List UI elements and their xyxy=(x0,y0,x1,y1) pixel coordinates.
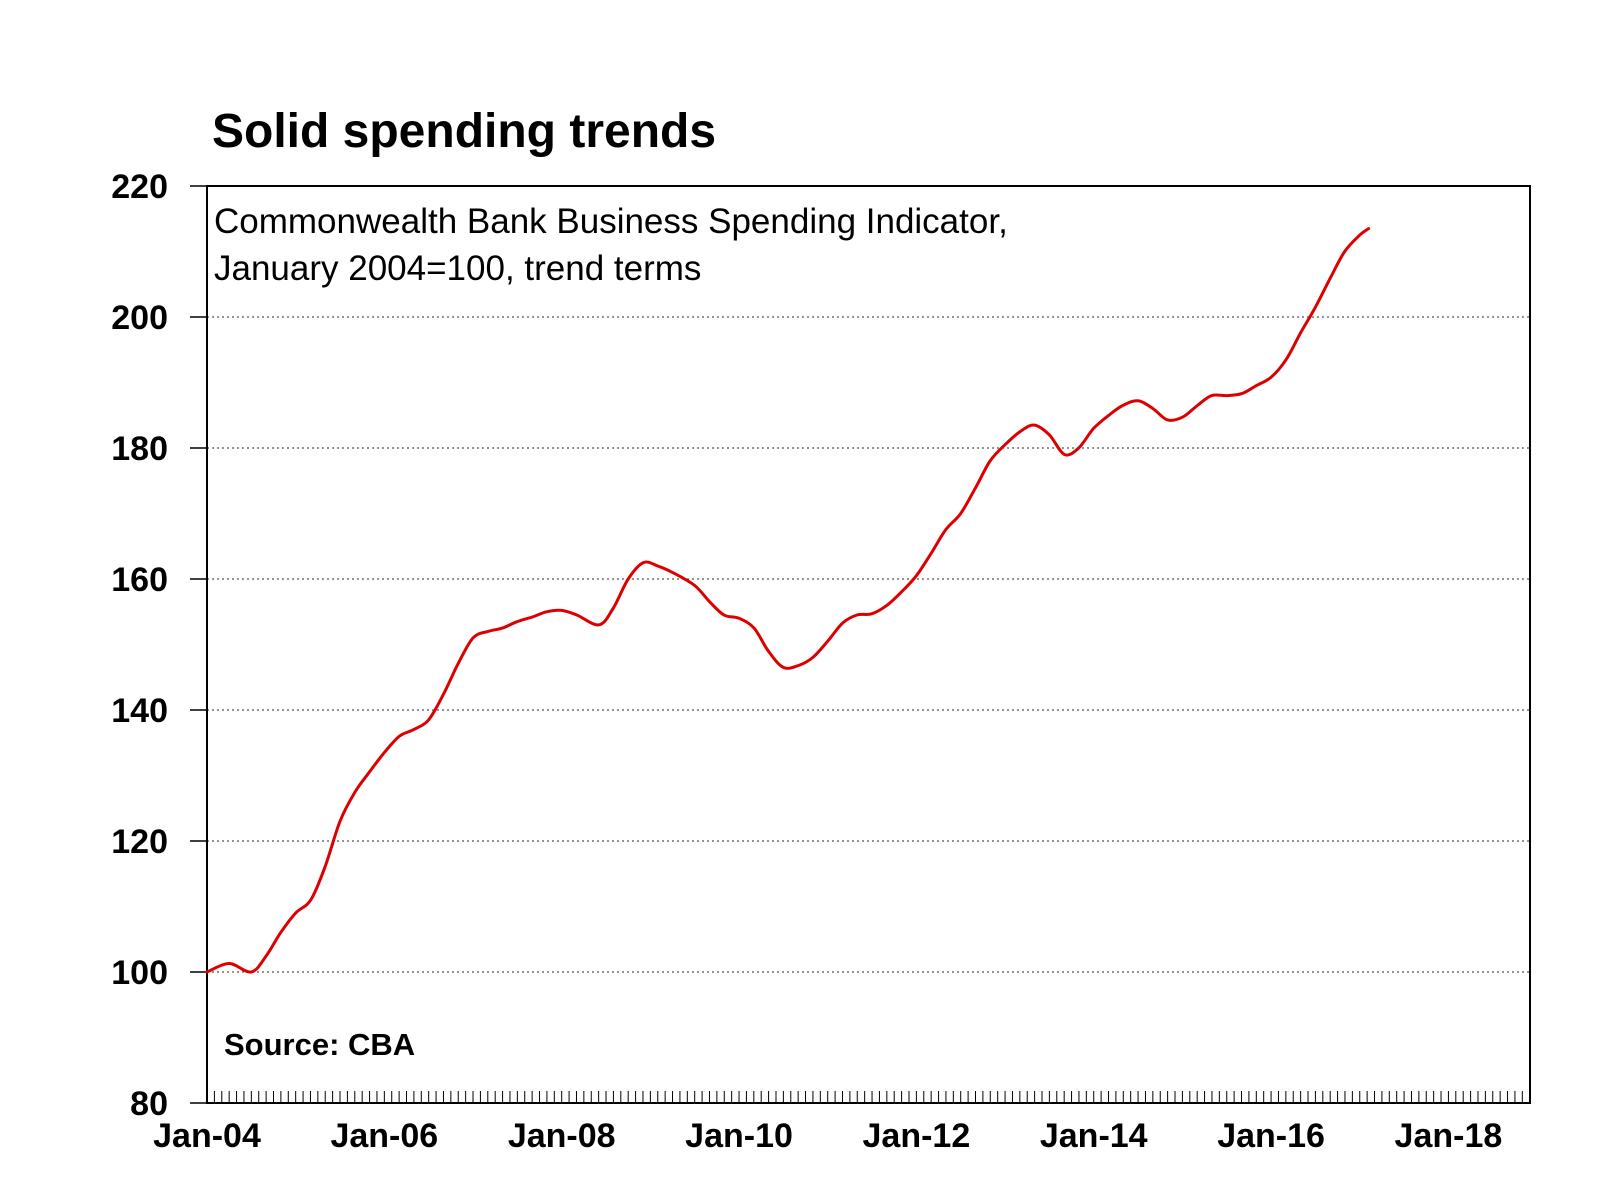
chart-subtitle-line-1: Commonwealth Bank Business Spending Indi… xyxy=(214,202,1008,241)
y-axis: 80 100 120 140 160 180 200 220 xyxy=(111,168,207,1123)
x-axis-minor-ticks xyxy=(206,1091,1531,1103)
y-tick-label-80: 80 xyxy=(130,1085,168,1123)
y-tick-label-200: 200 xyxy=(111,299,168,337)
x-tick-label-Jan-06: Jan-06 xyxy=(330,1117,438,1155)
y-tick-label-160: 160 xyxy=(111,561,168,599)
x-tick-label-Jan-12: Jan-12 xyxy=(863,1117,971,1155)
x-tick-label-Jan-04: Jan-04 xyxy=(153,1117,261,1155)
x-tick-label-Jan-10: Jan-10 xyxy=(685,1117,793,1155)
x-tick-label-Jan-14: Jan-14 xyxy=(1040,1117,1148,1155)
y-tick-label-100: 100 xyxy=(111,954,168,992)
chart-subtitle-line-2: January 2004=100, trend terms xyxy=(214,249,701,288)
plot-frame xyxy=(206,185,1531,1104)
y-tick-label-220: 220 xyxy=(111,168,168,206)
x-tick-label-Jan-08: Jan-08 xyxy=(508,1117,616,1155)
y-tick-label-140: 140 xyxy=(111,692,168,730)
y-tick-label-180: 180 xyxy=(111,430,168,468)
x-tick-label-Jan-16: Jan-16 xyxy=(1217,1117,1325,1155)
grid-lines xyxy=(207,316,1530,973)
source-note: Source: CBA xyxy=(224,1027,415,1062)
y-tick-label-120: 120 xyxy=(111,823,168,861)
x-axis: Jan-04 Jan-06 Jan-08 Jan-10 Jan-12 Jan-14 Jan-… xyxy=(153,1117,1502,1155)
chart-title: Solid spending trends xyxy=(212,105,717,158)
series-line xyxy=(205,227,1371,974)
x-tick-label-Jan-18: Jan-18 xyxy=(1395,1117,1503,1155)
